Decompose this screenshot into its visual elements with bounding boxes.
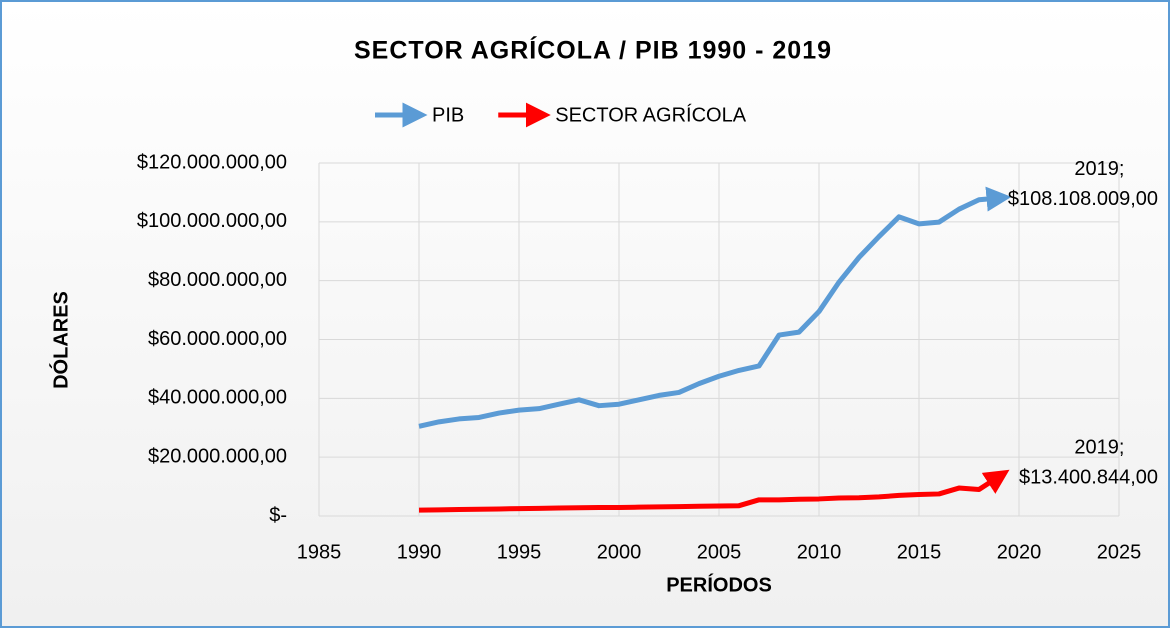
y-tick-label: $60.000.000,00 [148, 328, 287, 350]
x-tick-label: 2005 [697, 541, 742, 563]
legend-label: PIB [432, 104, 464, 126]
x-tick-label: 2025 [1097, 541, 1142, 563]
x-axis-label: PERÍODOS [666, 573, 772, 596]
series-line [418, 469, 1010, 513]
x-tick-label: 2000 [597, 541, 642, 563]
y-tick-label: $- [269, 504, 287, 526]
x-tick-label: 2010 [797, 541, 842, 563]
y-axis-label: DÓLARES [48, 291, 72, 389]
legend-label: SECTOR AGRÍCOLA [555, 103, 746, 126]
x-tick-label: 1985 [297, 541, 342, 563]
y-tick-label: $20.000.000,00 [148, 445, 287, 467]
y-tick-label: $80.000.000,00 [148, 269, 287, 291]
x-tick-label: 2020 [997, 541, 1042, 563]
legend-item: SECTOR AGRÍCOLA [498, 102, 747, 128]
legend-item: PIB [375, 102, 464, 128]
x-tick-label: 1990 [397, 541, 442, 563]
data-label: 2019; $13.400.844,00 [1019, 437, 1158, 489]
x-tick-label: 2015 [897, 541, 942, 563]
y-tick-label: $100.000.000,00 [137, 210, 287, 232]
data-label: 2019; $108.108.009,00 [1008, 158, 1158, 210]
y-tick-label: $40.000.000,00 [148, 387, 287, 409]
series-line [418, 186, 1012, 429]
chart-title: SECTOR AGRÍCOLA / PIB 1990 - 2019 [354, 36, 832, 65]
y-tick-label: $120.000.000,00 [137, 151, 287, 173]
x-tick-label: 1995 [497, 541, 542, 563]
